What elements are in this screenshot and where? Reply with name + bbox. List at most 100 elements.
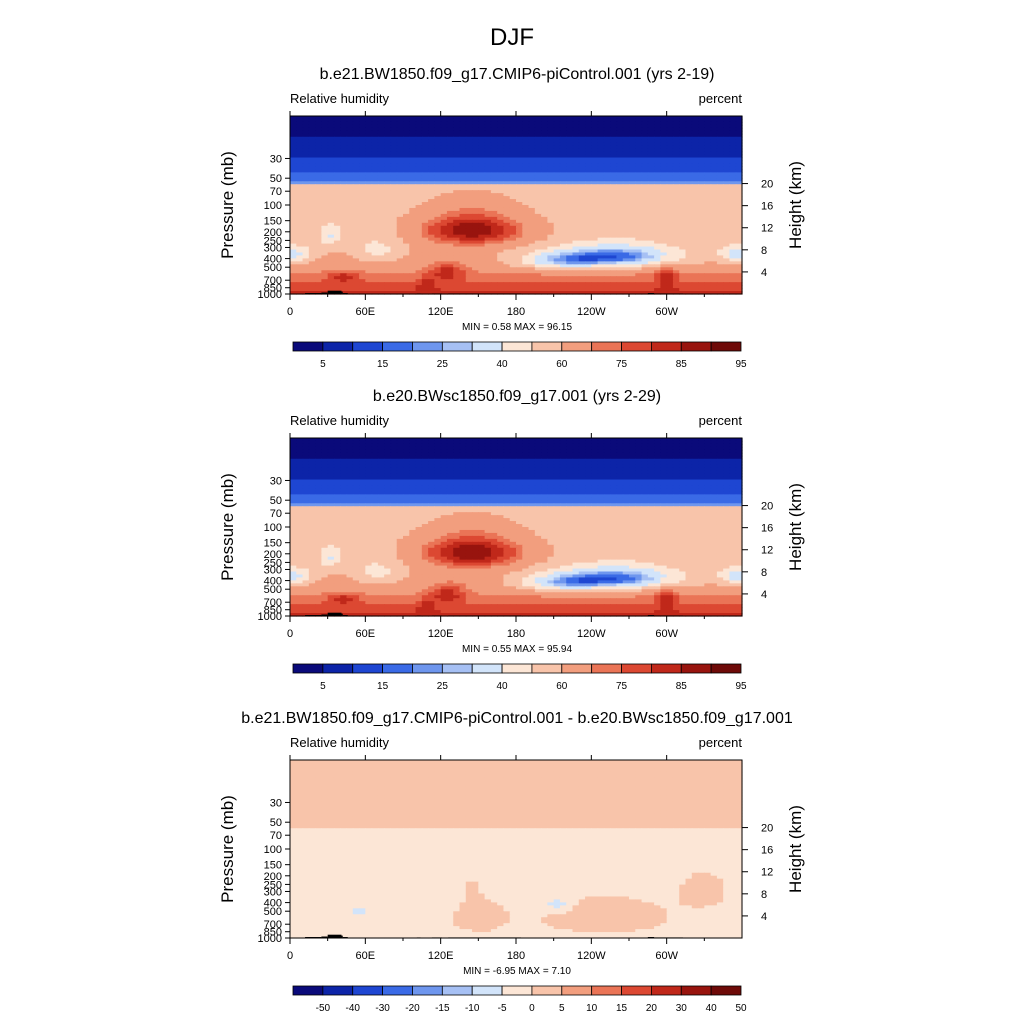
field-cell [365,455,373,460]
field-cell [635,142,643,147]
field-cell [522,121,530,126]
field-cell [685,276,693,280]
field-cell [459,166,467,170]
field-cell [704,258,712,262]
field-cell [340,440,348,445]
field-cell [534,190,542,194]
field-cell [478,216,486,221]
field-cell [534,124,542,129]
field-cell [572,154,580,159]
field-cell [359,181,366,185]
field-cell [572,231,580,236]
field-cell [327,184,335,188]
field-cell [409,116,417,120]
field-cell [478,199,486,203]
field-cell [484,219,492,224]
field-cell [541,252,548,257]
field-cell [666,458,674,463]
field-cell [308,196,316,200]
field-cell [484,163,492,168]
field-cell [327,142,335,147]
field-cell [672,258,680,262]
field-cell [434,291,442,295]
field-cell [679,285,687,289]
field-cell [321,175,329,179]
field-cell [654,130,661,135]
field-cell [315,282,322,286]
field-cell [453,148,461,153]
field-cell [672,264,680,268]
field-cell [710,166,718,170]
field-cell [421,184,429,188]
field-cell [710,267,718,271]
field-cell [534,231,542,236]
field-cell [578,261,586,265]
field-cell [377,190,385,194]
field-cell [559,222,567,227]
field-cell [528,184,536,188]
field-cell [635,234,643,239]
field-cell [723,130,731,135]
field-cell [610,142,618,147]
field-cell [572,148,580,153]
field-cell [522,145,530,150]
field-cell [585,246,592,251]
colorbar-label: 5 [320,359,326,370]
field-cell [478,207,486,212]
field-cell [516,438,523,442]
field-cell [704,234,712,239]
field-cell [359,154,366,159]
field-cell [377,249,385,254]
field-cell [302,142,310,147]
field-cell [453,145,461,150]
field-cell [698,148,705,153]
field-cell [553,184,561,188]
field-cell [597,190,605,194]
field-cell [672,216,680,221]
field-cell [390,163,398,168]
field-cell [679,270,687,274]
field-cell [735,216,743,221]
field-cell [453,169,461,173]
field-cell [553,175,561,179]
field-cell [654,279,661,283]
field-cell [453,190,461,194]
field-cell [641,234,649,239]
field-cell [390,199,398,203]
field-cell [465,443,473,448]
field-cell [428,282,435,286]
field-cell [321,455,329,460]
field-cell [723,127,731,132]
field-cell [503,219,511,224]
field-cell [578,449,586,454]
field-cell [541,157,548,162]
field-cell [403,151,410,156]
field-cell [308,205,316,209]
field-cell [453,252,461,257]
field-cell [308,157,316,162]
field-cell [465,136,473,141]
field-cell [547,127,555,132]
field-cell [472,243,479,248]
colorbar-swatch [352,341,384,352]
field-cell [534,160,542,165]
field-cell [541,121,548,126]
field-cell [315,169,322,173]
field-cell [541,246,548,251]
field-cell [290,228,297,233]
field-cell [534,452,542,457]
field-cell [377,145,385,150]
field-cell [327,187,335,191]
field-cell [384,222,392,227]
field-cell [365,276,373,280]
field-cell [723,151,731,156]
field-cell [396,169,404,173]
field-cell [578,267,586,271]
field-cell [710,207,718,212]
field-cell [333,166,341,170]
field-cell [459,160,467,165]
field-cell [503,288,511,292]
field-cell [321,258,329,262]
field-cell [660,225,668,230]
field-cell [446,261,454,265]
